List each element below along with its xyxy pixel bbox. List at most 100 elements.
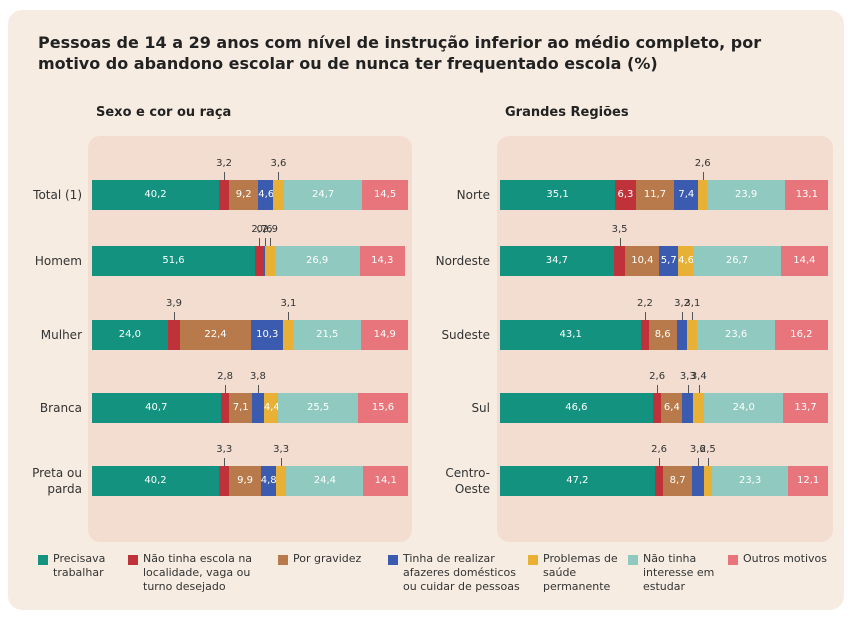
value-label: 3,4 bbox=[690, 371, 707, 382]
value-label: 21,5 bbox=[316, 329, 339, 340]
label-tick bbox=[697, 458, 699, 466]
bar-segment bbox=[358, 393, 408, 423]
chart-title: Pessoas de 14 a 29 anos com nível de ins… bbox=[38, 33, 762, 73]
value-label: 14,1 bbox=[374, 475, 397, 486]
bar-segment bbox=[652, 393, 662, 423]
value-label: 16,2 bbox=[790, 329, 813, 340]
label-tick bbox=[619, 238, 621, 246]
value-label: 34,7 bbox=[545, 255, 569, 266]
bar-segment bbox=[260, 466, 276, 496]
value-label: 0,6 bbox=[256, 224, 273, 235]
bar-segment bbox=[500, 180, 616, 210]
value-label: 3,1 bbox=[280, 298, 297, 309]
bar-segment bbox=[265, 246, 275, 276]
legend-label: Por gravidez bbox=[293, 552, 362, 565]
label-tick bbox=[224, 172, 226, 180]
value-label: 14,9 bbox=[373, 329, 396, 340]
value-label: 10,4 bbox=[631, 255, 654, 266]
label-tick bbox=[281, 458, 283, 466]
bar-segment bbox=[220, 393, 230, 423]
value-label: 10,3 bbox=[256, 329, 279, 340]
value-label: 8,7 bbox=[669, 475, 686, 486]
value-label: 3,1 bbox=[684, 298, 701, 309]
bar-segment bbox=[674, 180, 699, 210]
bar-segment bbox=[691, 466, 704, 496]
bar-segment bbox=[283, 320, 294, 350]
bar-segment bbox=[641, 320, 649, 350]
value-label: 51,6 bbox=[162, 255, 185, 266]
bar-segment bbox=[704, 393, 784, 423]
bar-segment bbox=[286, 466, 364, 496]
value-label: 13,1 bbox=[795, 189, 818, 200]
bar-segment bbox=[92, 180, 220, 210]
value-label: 3,9 bbox=[166, 298, 182, 309]
value-label: 2,5 bbox=[699, 444, 716, 455]
bar-segment bbox=[255, 246, 264, 276]
bar-segment bbox=[277, 393, 359, 423]
value-label: 47,2 bbox=[566, 475, 589, 486]
bar-segment bbox=[229, 180, 259, 210]
value-label: 23,3 bbox=[738, 475, 762, 486]
bar-segment bbox=[703, 466, 712, 496]
bar-segment bbox=[661, 393, 683, 423]
panel-title: Grandes Regiões bbox=[505, 105, 629, 120]
bar-segment bbox=[229, 466, 261, 496]
bar-segment bbox=[663, 466, 692, 496]
bar-segment bbox=[167, 320, 181, 350]
bar-segment bbox=[785, 180, 829, 210]
value-label: 2,6 bbox=[694, 158, 711, 169]
bar-segment bbox=[180, 320, 251, 350]
legend-label: Não tinha escola na localidade, vaga ou … bbox=[143, 552, 253, 593]
legend-swatch bbox=[388, 555, 398, 565]
value-label: 14,3 bbox=[371, 255, 394, 266]
bar-segment bbox=[654, 466, 664, 496]
bar-segment bbox=[251, 393, 264, 423]
value-label: 24,4 bbox=[313, 475, 336, 486]
category-label: Branca bbox=[39, 401, 82, 415]
value-label: 43,1 bbox=[559, 329, 582, 340]
bar-segment bbox=[711, 466, 789, 496]
bar-segment bbox=[682, 393, 694, 423]
legend-swatch bbox=[38, 555, 48, 565]
bar-segment bbox=[92, 320, 168, 350]
bar-segment bbox=[788, 466, 828, 496]
bar-segment bbox=[693, 393, 705, 423]
bar-segment bbox=[500, 246, 614, 276]
category-label: Mulher bbox=[40, 328, 82, 342]
label-tick bbox=[657, 385, 659, 393]
legend-label: Outros motivos bbox=[743, 552, 827, 565]
value-label: 8,6 bbox=[654, 329, 671, 340]
bar-segment bbox=[500, 320, 642, 350]
value-label: 40,2 bbox=[144, 189, 167, 200]
value-label: 24,7 bbox=[312, 189, 335, 200]
value-label: 3,3 bbox=[273, 444, 290, 455]
bar-segment bbox=[284, 180, 363, 210]
category-label: Sudeste bbox=[441, 328, 490, 342]
category-label: Total (1) bbox=[33, 188, 82, 202]
label-tick bbox=[259, 238, 261, 246]
bar-segment bbox=[219, 466, 230, 496]
bar-segment bbox=[275, 466, 287, 496]
bar-segment bbox=[274, 246, 360, 276]
bar-segment bbox=[697, 320, 775, 350]
bar-segment bbox=[263, 393, 278, 423]
label-tick bbox=[288, 312, 290, 320]
value-label: 4,8 bbox=[260, 475, 277, 486]
value-label: 26,7 bbox=[725, 255, 749, 266]
label-tick bbox=[707, 458, 709, 466]
bar-segment bbox=[635, 180, 675, 210]
value-label: 2,6 bbox=[649, 371, 666, 382]
bar-segment bbox=[783, 393, 828, 423]
label-tick bbox=[257, 385, 259, 393]
value-label: 40,7 bbox=[145, 402, 168, 413]
value-label: 15,6 bbox=[371, 402, 395, 413]
legend-swatch bbox=[278, 555, 288, 565]
label-tick bbox=[702, 172, 704, 180]
category-label: Norte bbox=[456, 188, 490, 202]
value-label: 14,4 bbox=[793, 255, 816, 266]
bar-segment bbox=[780, 246, 828, 276]
value-label: 2,6 bbox=[651, 444, 668, 455]
value-label: 11,7 bbox=[643, 189, 667, 200]
value-label: 22,4 bbox=[204, 329, 227, 340]
bar-segment bbox=[706, 180, 786, 210]
